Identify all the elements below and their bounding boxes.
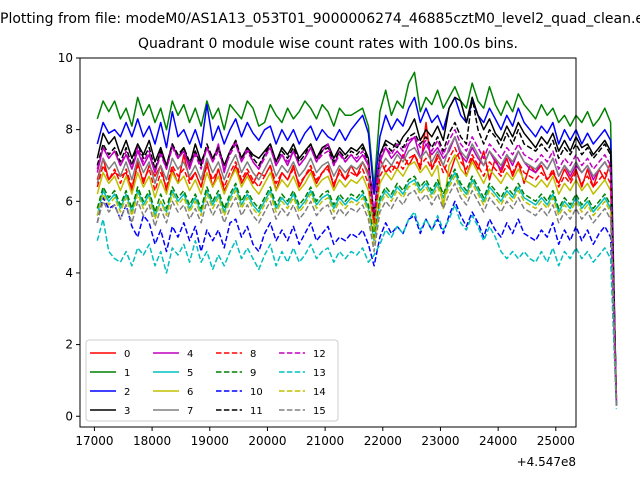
series-line-2 xyxy=(96,96,618,406)
y-tick-label: 8 xyxy=(65,123,73,137)
series-line-9 xyxy=(96,168,618,406)
legend-label-1: 1 xyxy=(124,368,130,379)
x-tick-label: 25000 xyxy=(537,434,575,448)
y-tick-label: 10 xyxy=(58,51,73,65)
y-tick-label: 2 xyxy=(65,338,73,352)
legend-label-8: 8 xyxy=(250,349,256,360)
series-line-11 xyxy=(96,96,618,406)
legend-label-5: 5 xyxy=(187,368,193,379)
x-tick-label: 24000 xyxy=(479,434,517,448)
legend-label-0: 0 xyxy=(124,349,130,360)
series-line-5 xyxy=(96,171,618,406)
series-line-13 xyxy=(96,204,618,410)
legend-label-6: 6 xyxy=(187,387,193,398)
figure-suptitle: Plotting from file: modeM0/AS1A13_053T01… xyxy=(0,11,640,27)
series-line-7 xyxy=(96,136,618,406)
legend-label-11: 11 xyxy=(250,406,263,417)
legend-label-3: 3 xyxy=(124,406,130,417)
x-tick-label: 22000 xyxy=(364,434,402,448)
x-tick-label: 19000 xyxy=(191,434,229,448)
x-tick-label: 20000 xyxy=(248,434,286,448)
legend-label-4: 4 xyxy=(187,349,193,360)
legend-box xyxy=(85,339,339,422)
x-axis-offset-label: +4.547e8 xyxy=(517,455,576,469)
series-line-15 xyxy=(96,182,618,406)
y-tick-label: 0 xyxy=(65,409,73,423)
x-tick-label: 21000 xyxy=(306,434,344,448)
series-line-4 xyxy=(96,136,618,402)
legend-label-14: 14 xyxy=(313,387,326,398)
plot-frame xyxy=(79,57,577,428)
legend-label-12: 12 xyxy=(313,349,326,360)
series-line-12 xyxy=(96,128,618,406)
legend-label-2: 2 xyxy=(124,387,130,398)
chart-title: Quadrant 0 module wise count rates with … xyxy=(138,36,518,52)
legend-label-7: 7 xyxy=(187,406,193,417)
series-line-10 xyxy=(96,196,618,406)
x-tick-label: 18000 xyxy=(133,434,171,448)
legend-label-9: 9 xyxy=(250,368,256,379)
y-axis: 0 2 4 6 8 10 xyxy=(58,51,80,423)
y-tick-label: 4 xyxy=(65,266,73,280)
x-tick-label: 17000 xyxy=(75,434,113,448)
series-line-8 xyxy=(96,146,618,406)
legend-label-15: 15 xyxy=(313,406,326,417)
legend-label-10: 10 xyxy=(250,387,263,398)
series-line-3 xyxy=(96,96,618,399)
series-line-1 xyxy=(96,71,618,402)
x-axis: 17000 18000 19000 20000 21000 22000 23000 24000… xyxy=(75,427,575,448)
y-tick-label: 6 xyxy=(65,194,73,208)
series-line-14 xyxy=(96,175,618,406)
x-tick-label: 23000 xyxy=(421,434,459,448)
series-line-6 xyxy=(96,153,618,406)
series-layer xyxy=(96,71,618,410)
legend-label-13: 13 xyxy=(313,368,326,379)
